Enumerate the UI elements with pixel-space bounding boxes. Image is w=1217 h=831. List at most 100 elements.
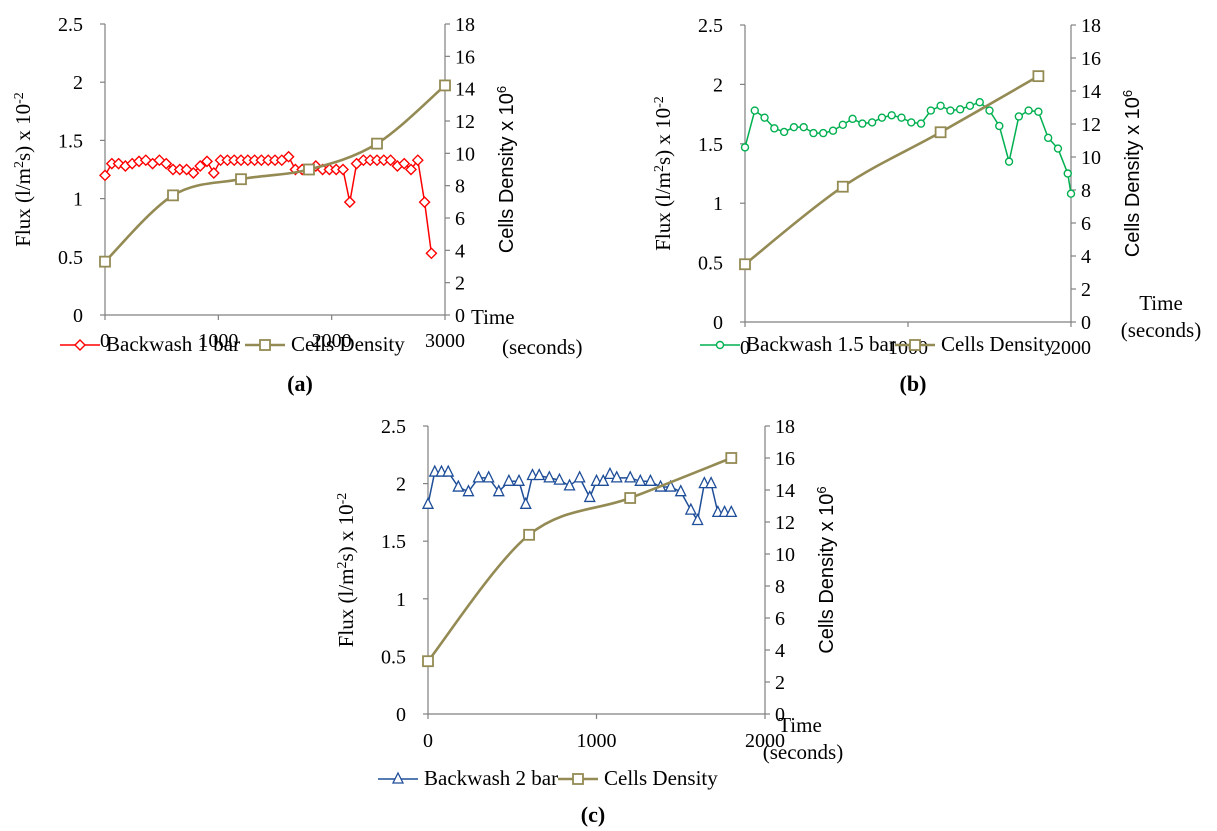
left-tick-label: 2.5 — [381, 416, 406, 438]
left-tick-label: 0.5 — [58, 247, 83, 269]
data-point — [725, 504, 738, 518]
panel-caption: (c) — [581, 802, 605, 827]
legend-item: Cells Density — [558, 766, 718, 790]
x-tick-label: 0 — [740, 337, 750, 359]
left-axis-label: Flux (l/m2s) x 10-2 — [11, 92, 35, 247]
panel-a: 0 0.5 1 1.5 2 2.5 0 2 4 6 8 10 12 14 16 18 0 1000 2000 3000… — [11, 14, 582, 396]
x-tick-label: 3000 — [425, 330, 465, 352]
data-point — [482, 470, 495, 483]
left-axis-label: Flux (l/m2s) x 10-2 — [651, 96, 675, 251]
left-tick-label: 2 — [73, 72, 83, 94]
data-point — [819, 128, 828, 138]
data-point — [422, 655, 434, 668]
data-point — [194, 160, 207, 172]
data-point — [995, 121, 1004, 131]
data-point — [492, 484, 505, 497]
right-tick-label: 14 — [455, 79, 475, 101]
data-point — [99, 169, 111, 182]
data-point — [405, 163, 417, 176]
data-point — [1066, 189, 1076, 198]
x-tick-label: 0 — [423, 730, 433, 752]
data-point — [848, 114, 857, 124]
left-tick-label: 2.5 — [58, 14, 83, 36]
data-point — [371, 137, 383, 150]
data-point — [1063, 169, 1072, 178]
series-cells-density — [422, 452, 738, 668]
data-point — [610, 470, 623, 483]
data-point — [603, 466, 617, 480]
right-tick-label: 6 — [1081, 213, 1091, 235]
legend-label: Cells Density — [604, 766, 718, 790]
data-point — [1004, 157, 1014, 166]
right-tick-label: 0 — [775, 704, 785, 726]
data-point — [398, 157, 411, 170]
data-point — [411, 154, 424, 167]
data-point — [877, 113, 887, 122]
data-point — [955, 105, 965, 114]
data-point — [887, 111, 896, 120]
data-point — [533, 468, 546, 481]
data-point — [425, 247, 438, 260]
data-point — [201, 155, 213, 168]
panel-c: 0 0.5 1 1.5 2 2.5 0 2 4 6 8 10 12 14 16 18 0 1000 2000 Flux… — [334, 416, 843, 827]
data-point — [664, 479, 677, 492]
right-tick-label: 4 — [455, 240, 465, 262]
data-point — [502, 473, 515, 486]
data-point — [442, 464, 455, 477]
time-label: Time — [778, 713, 822, 737]
series-cells-density — [739, 70, 1045, 271]
data-point — [1053, 144, 1063, 153]
seconds-label: (seconds) — [763, 740, 843, 764]
left-tick-label: 2 — [396, 474, 406, 496]
data-point — [985, 106, 994, 115]
legend-item: Cells Density — [895, 332, 1055, 356]
data-point — [624, 470, 637, 483]
right-tick-label: 10 — [1081, 147, 1101, 169]
data-point — [167, 189, 179, 202]
data-point — [472, 470, 485, 483]
data-point — [303, 163, 315, 176]
x-tick-label: 2000 — [745, 730, 785, 752]
data-point — [644, 473, 657, 486]
data-point — [789, 122, 799, 132]
time-label: Time — [1139, 291, 1183, 315]
legend-marker — [572, 773, 584, 785]
data-point — [926, 106, 936, 115]
data-point — [512, 473, 526, 486]
right-tick-label: 18 — [1081, 15, 1101, 37]
right-tick-label: 18 — [775, 416, 795, 438]
x-tick-label: 0 — [100, 330, 110, 352]
data-point — [684, 502, 697, 515]
data-point — [975, 98, 984, 107]
data-point — [160, 157, 173, 170]
data-point — [828, 126, 838, 135]
right-tick-label: 12 — [1081, 114, 1101, 136]
right-tick-label: 16 — [1081, 48, 1101, 70]
data-point — [421, 496, 435, 509]
data-point — [946, 106, 955, 115]
legend-item: Backwash 1.5 bar — [700, 332, 896, 356]
data-point — [1032, 70, 1045, 83]
data-point — [1034, 107, 1043, 116]
data-point — [553, 472, 566, 485]
data-point — [897, 113, 906, 122]
data-point — [282, 150, 295, 163]
right-tick-label: 4 — [1081, 246, 1091, 268]
data-point — [779, 127, 789, 137]
right-tick-label: 10 — [455, 143, 475, 165]
legend-label: Backwash 1.5 bar — [746, 332, 896, 356]
data-point — [836, 180, 849, 193]
left-tick-label: 1 — [73, 189, 83, 211]
legend-marker — [909, 339, 921, 351]
data-point — [858, 119, 867, 128]
left-tick-label: 0.5 — [698, 253, 723, 275]
data-point — [462, 484, 475, 497]
right-tick-label: 6 — [775, 608, 785, 630]
panel-caption: (a) — [287, 371, 313, 396]
data-point — [439, 79, 451, 92]
right-axis-label: Cells Density x 106 — [494, 86, 519, 253]
left-tick-label: 0.5 — [381, 646, 406, 668]
data-point — [705, 476, 718, 489]
left-tick-label: 1 — [396, 589, 406, 611]
left-tick-label: 1.5 — [381, 531, 406, 553]
